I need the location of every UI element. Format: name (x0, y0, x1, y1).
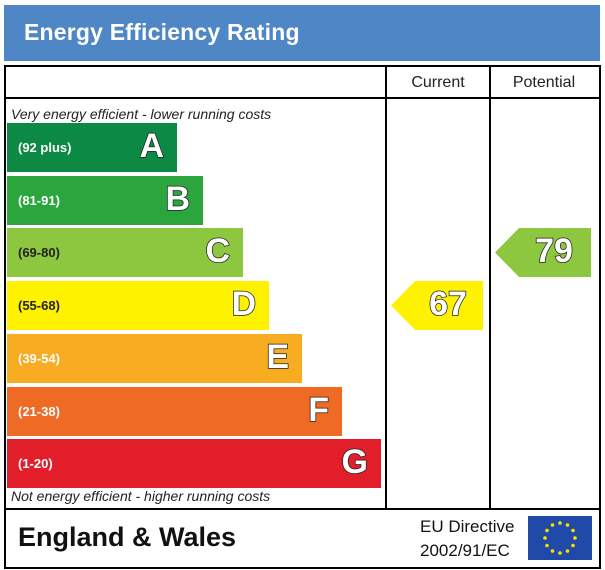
potential-rating-value: 79 (534, 232, 573, 272)
eu-flag-icon (528, 516, 592, 560)
band-letter: A (139, 126, 165, 166)
chart-title: Energy Efficiency Rating (24, 19, 300, 45)
eu-star (543, 536, 547, 540)
band-range-label: (69-80) (18, 245, 60, 261)
potential-arrow-shape (495, 228, 591, 278)
chart-frame (4, 65, 601, 569)
band-range-label: (92 plus) (18, 140, 72, 155)
current-rating-value: 67 (428, 284, 467, 324)
band-letter: B (165, 179, 191, 219)
header-divider (4, 97, 601, 99)
directive-line-1: EU Directive (420, 517, 515, 536)
current-arrow-shape (391, 281, 483, 331)
eu-star (558, 521, 562, 525)
footer-divider (4, 508, 601, 510)
eu-star (545, 528, 549, 533)
band-letter: G (341, 442, 369, 482)
band-letter: E (266, 337, 290, 377)
band-letter: C (205, 232, 231, 272)
band-range-label: (1-20) (18, 456, 53, 472)
note-inefficient: Not energy efficient - higher running co… (11, 488, 271, 504)
band-f: (21-38) F (7, 386, 342, 436)
band-a: (92 plus) A (7, 123, 177, 172)
eu-star (558, 551, 562, 555)
current-column-header: Current (411, 74, 465, 91)
eu-star (550, 549, 555, 553)
eu-star (565, 549, 570, 553)
band-e: (39-54) E (7, 333, 302, 383)
potential-column-header: Potential (512, 74, 576, 91)
eu-star (545, 543, 549, 548)
band-b: (81-91) B (7, 175, 203, 225)
band-g: (1-20) G (7, 439, 381, 489)
title-bar: Energy Efficiency Rating (4, 5, 600, 61)
eu-star (573, 536, 577, 540)
current-arrow (391, 281, 483, 331)
band-c: (69-80) C (7, 228, 243, 278)
band-range-label: (55-68) (18, 298, 60, 314)
potential-arrow (495, 228, 591, 278)
band-letter: D (231, 284, 257, 324)
directive-line-2: 2002/91/EC (420, 541, 510, 560)
potential-column-divider (489, 65, 491, 510)
current-column-divider (385, 65, 387, 510)
band-letter: F (307, 390, 329, 430)
band-range-label: (21-38) (18, 403, 60, 419)
note-efficient: Very energy efficient - lower running co… (11, 106, 272, 122)
eu-star (571, 543, 575, 548)
eu-star (565, 523, 570, 527)
eu-star (550, 523, 555, 527)
eu-star (571, 528, 575, 533)
band-range-label: (39-54) (18, 350, 60, 366)
band-d: (55-68) D (7, 281, 269, 331)
region-label: England & Wales (18, 522, 237, 552)
band-range-label: (81-91) (18, 192, 60, 208)
